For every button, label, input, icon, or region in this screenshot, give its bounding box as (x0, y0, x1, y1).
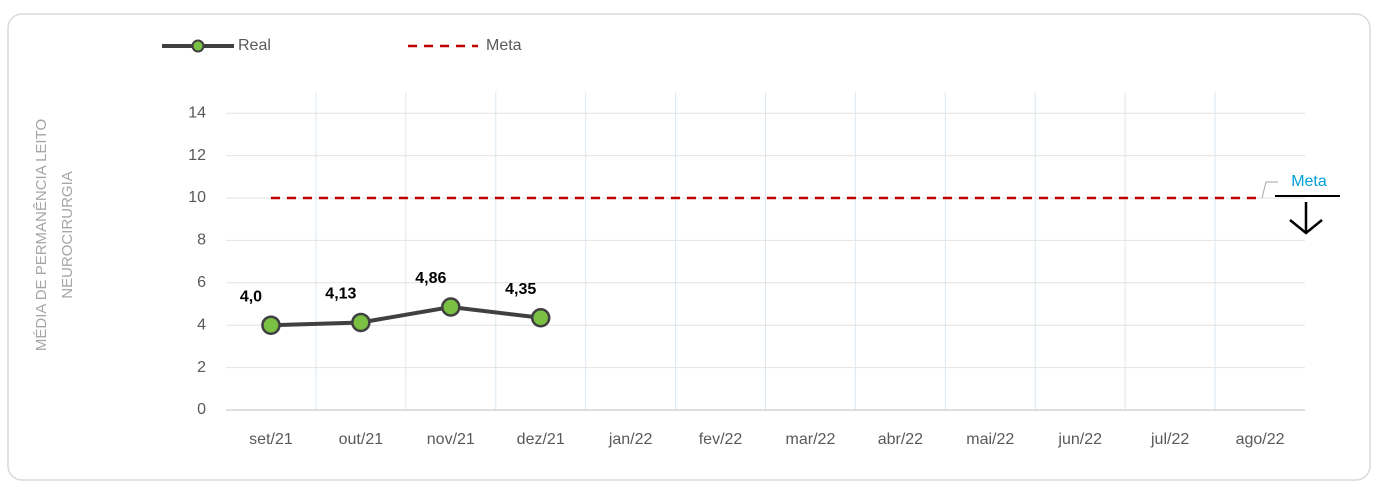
data-label: 4,0 (240, 288, 262, 305)
y-axis-label: NEUROCIRURGIA (59, 171, 76, 299)
x-tick-label: jul/22 (1150, 431, 1189, 448)
y-tick-label: 14 (188, 104, 206, 121)
x-tick-label: set/21 (249, 431, 293, 448)
y-tick-label: 8 (197, 232, 206, 249)
data-point (441, 297, 461, 317)
data-label: 4,86 (415, 270, 446, 287)
annotation-arrow (1289, 202, 1323, 235)
y-tick-label: 6 (197, 274, 206, 291)
x-tick-label: dez/21 (517, 431, 565, 448)
annotation-leader (1261, 181, 1278, 199)
legend-label: Meta (486, 37, 522, 54)
chart-frame (7, 13, 1371, 481)
x-tick-label: mar/22 (786, 431, 836, 448)
data-label: 4,13 (325, 286, 356, 303)
x-tick-label: jun/22 (1057, 431, 1102, 448)
y-tick-label: 2 (197, 359, 206, 376)
y-tick-label: 12 (188, 147, 206, 164)
x-tick-label: fev/22 (699, 431, 743, 448)
x-tick-label: ago/22 (1236, 431, 1285, 448)
data-point (351, 312, 371, 333)
data-point (530, 308, 551, 328)
legend-label: Real (238, 37, 271, 54)
annotation: Meta (1291, 173, 1327, 190)
x-tick-label: out/21 (339, 431, 384, 448)
x-tick-label: jan/22 (608, 431, 653, 448)
y-tick-label: 4 (197, 316, 206, 333)
legend-marker (191, 39, 205, 53)
data-label: 4,35 (505, 281, 536, 298)
series-line (270, 304, 541, 328)
y-tick-label: 0 (197, 401, 206, 418)
x-tick-label: abr/22 (878, 431, 923, 448)
y-axis-label: MÉDIA DE PERMANÊNCIA LEITO (33, 119, 50, 351)
data-point (261, 315, 281, 335)
y-tick-label: 10 (188, 189, 206, 206)
x-tick-label: mai/22 (966, 431, 1014, 448)
x-tick-label: nov/21 (427, 431, 475, 448)
